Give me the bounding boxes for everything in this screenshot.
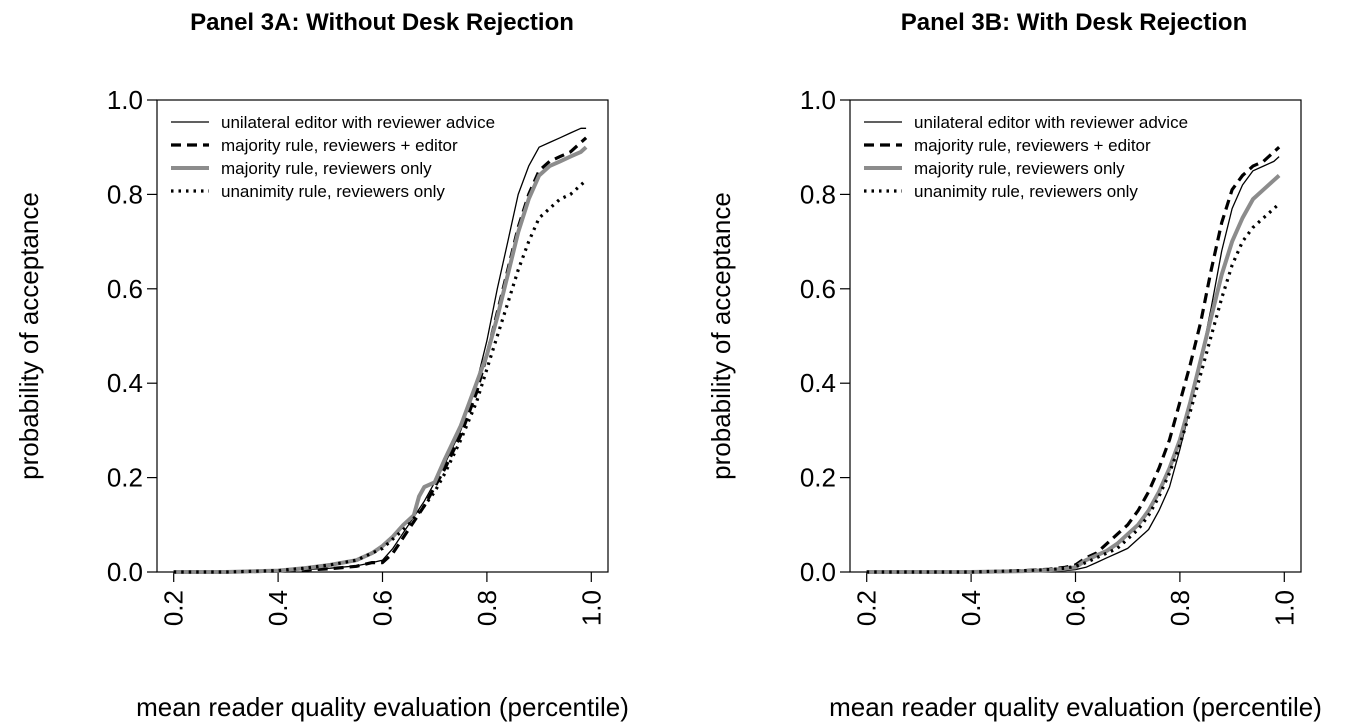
series-line-2 (866, 146, 1281, 574)
y-tick-label: 0.4 (800, 368, 836, 398)
legend-label: unilateral editor with reviewer advice (914, 113, 1188, 132)
panel-3b: Panel 3B: With Desk Rejection 0.0 0.2 0.4 0.… (706, 9, 1322, 722)
legend-label: majority rule, reviewers only (914, 159, 1125, 178)
legend-label: unanimity rule, reviewers only (221, 182, 445, 201)
legend-label: majority rule, reviewers only (221, 159, 432, 178)
series-line-4 (866, 202, 1281, 574)
series-line-3 (866, 174, 1281, 574)
chart-title: Panel 3B: With Desk Rejection (901, 9, 1248, 36)
y-tick-label: 1.0 (107, 85, 143, 115)
legend-label: majority rule, reviewers + editor (914, 136, 1151, 155)
y-tick-label: 0.4 (107, 368, 143, 398)
series-line-4 (173, 179, 588, 574)
x-tick-label: 0.2 (159, 590, 189, 626)
y-tick-label: 0.2 (800, 463, 836, 493)
x-tick-label: 0.4 (956, 590, 986, 626)
y-tick-label: 0.8 (107, 179, 143, 209)
series-line-3 (173, 145, 588, 574)
x-tick-label: 0.2 (852, 590, 882, 626)
x-tick-label: 0.8 (1165, 590, 1195, 626)
y-tick-label: 0.0 (107, 557, 143, 587)
x-axis-label: mean reader quality evaluation (percenti… (136, 692, 629, 722)
y-axis-label: probability of acceptance (14, 192, 44, 480)
x-tick-label: 1.0 (1269, 590, 1299, 626)
chart-title: Panel 3A: Without Desk Rejection (190, 9, 574, 36)
legend-label: majority rule, reviewers + editor (221, 136, 458, 155)
x-tick-label: 0.6 (368, 590, 398, 626)
y-tick-label: 0.8 (800, 179, 836, 209)
y-tick-label: 0.6 (107, 274, 143, 304)
panel-3a: Panel 3A: Without Desk Rejection 0.0 0.2 0.… (14, 9, 629, 722)
y-tick-label: 1.0 (800, 85, 836, 115)
y-tick-label: 0.6 (800, 274, 836, 304)
y-axis-label: probability of acceptance (706, 192, 736, 480)
series-line-1 (866, 156, 1280, 573)
y-tick-label: 0.0 (800, 557, 836, 587)
y-tick-label: 0.2 (107, 463, 143, 493)
x-tick-label: 1.0 (576, 590, 606, 626)
x-tick-label: 0.6 (1061, 590, 1091, 626)
legend-label: unilateral editor with reviewer advice (221, 113, 495, 132)
x-tick-label: 0.4 (263, 590, 293, 626)
series-line-2 (173, 136, 588, 574)
legend-label: unanimity rule, reviewers only (914, 182, 1138, 201)
x-tick-label: 0.8 (472, 590, 502, 626)
x-axis-label: mean reader quality evaluation (percenti… (829, 692, 1322, 722)
